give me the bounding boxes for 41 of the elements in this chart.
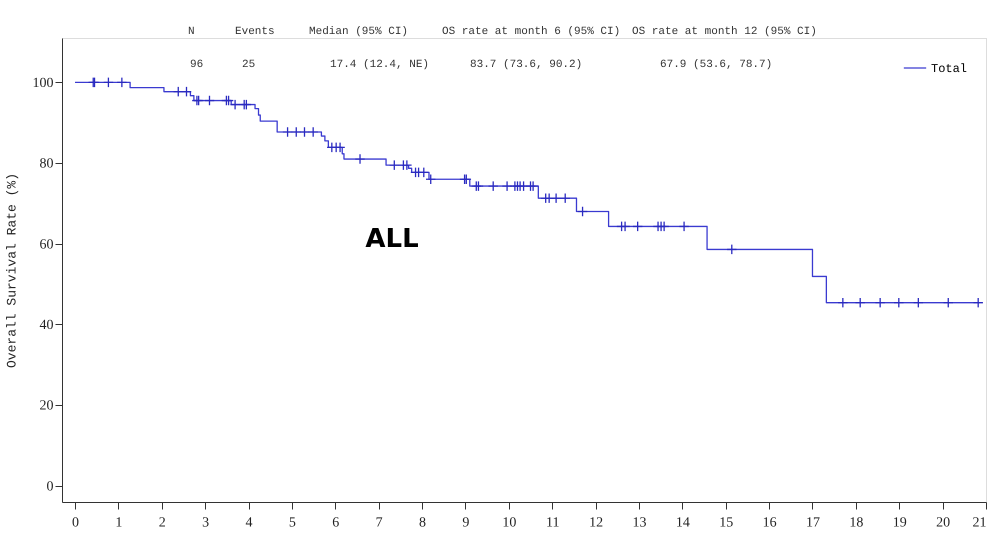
x-tick-label: 16 [762, 516, 777, 530]
annotation: ALL [365, 224, 419, 254]
x-tick-label: 13 [632, 516, 646, 530]
annotation: 67.9 (53.6, 78.7) [660, 59, 772, 71]
x-tick-label: 20 [936, 516, 950, 530]
annotation: 96 [190, 59, 204, 71]
y-tick-label: 60 [40, 237, 54, 252]
y-tick-label: 80 [40, 156, 54, 172]
x-tick-label: 19 [892, 516, 907, 530]
x-tick-label: 21 [972, 516, 986, 530]
x-tick-label: 18 [849, 516, 864, 530]
text: Median (95% CI) [309, 26, 408, 38]
y-tick-label: 100 [32, 76, 54, 91]
x-tick-label: 15 [719, 516, 734, 530]
x-tick-label: 7 [376, 516, 383, 530]
x-tick-label: 6 [332, 516, 340, 530]
x-tick-label: 4 [246, 516, 253, 530]
x-tick-label: 3 [202, 516, 210, 530]
x-tick-label: 12 [589, 516, 604, 530]
text: N [188, 26, 195, 38]
x-tick-label: 8 [419, 516, 426, 530]
y-tick-label: 0 [46, 479, 54, 494]
x-tick-label: 17 [806, 516, 820, 530]
x-tick-label: 5 [288, 516, 296, 530]
annotation: 25 [242, 59, 256, 71]
x-tick-label: 1 [115, 516, 122, 530]
text: OS rate at month 12 (95% CI) [632, 26, 817, 38]
x-tick-label: 2 [158, 516, 166, 530]
x-tick-label: 9 [462, 516, 470, 530]
text: Events [235, 26, 275, 38]
y-tick-label: 20 [40, 398, 54, 414]
annotation: 83.7 (73.6, 90.2) [470, 59, 582, 71]
x-tick-label: 11 [546, 516, 560, 530]
annotation: 17.4 (12.4, NE) [330, 59, 430, 71]
legend-label: Total [931, 62, 968, 76]
y-axis-title: Overall Survival Rate (%) [4, 172, 20, 368]
text: OS rate at month 6 (95% CI) [442, 26, 620, 38]
x-tick-label: 10 [502, 516, 516, 530]
x-tick-label: 0 [72, 516, 80, 530]
x-tick-label: 14 [676, 516, 690, 530]
y-tick-label: 40 [40, 318, 54, 333]
